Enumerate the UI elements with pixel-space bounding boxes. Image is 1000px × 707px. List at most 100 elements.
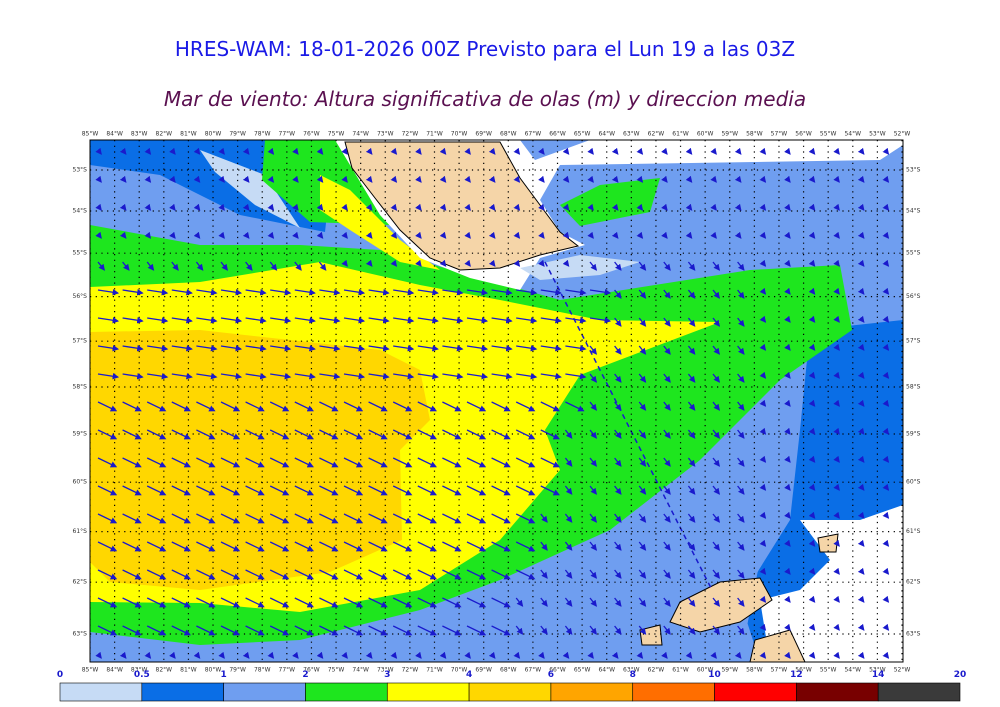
colorbar-label: 8 — [630, 670, 636, 680]
arrow — [638, 541, 647, 551]
arrow — [393, 289, 415, 296]
arrow — [343, 513, 364, 524]
arrow — [270, 289, 292, 296]
arrow — [365, 259, 373, 267]
arrow — [515, 429, 536, 440]
arrow — [614, 569, 622, 579]
arrow — [392, 457, 413, 468]
arrow — [343, 625, 364, 636]
arrow — [636, 203, 644, 211]
arrow — [784, 259, 791, 267]
arrow — [663, 569, 671, 579]
arrow — [319, 317, 341, 324]
lon-label: 55°W — [820, 667, 837, 674]
arrow — [442, 457, 462, 468]
arrow — [146, 401, 167, 412]
colorbar-swatch — [877, 682, 961, 702]
arrow — [218, 147, 225, 155]
arrow — [417, 289, 439, 296]
lat-label: 56°S — [73, 293, 88, 300]
arrow — [270, 345, 292, 352]
map-frame — [89, 139, 904, 663]
arrow — [417, 457, 437, 468]
arrow — [319, 541, 339, 552]
lon-label: 54°W — [844, 667, 861, 674]
lon-label: 59°W — [721, 667, 738, 674]
arrow — [488, 203, 496, 211]
arrow — [122, 317, 144, 324]
arrow — [466, 373, 489, 380]
lon-label: 75°W — [328, 131, 345, 138]
arrow — [638, 597, 647, 607]
lon-label: 61°W — [672, 131, 689, 138]
arrow — [122, 513, 142, 524]
arrow — [488, 147, 496, 155]
lon-label: 85°W — [82, 667, 99, 674]
lon-label: 72°W — [402, 131, 419, 138]
arrow — [734, 147, 742, 155]
arrow — [515, 401, 536, 412]
arrow — [833, 651, 840, 659]
arrow — [661, 203, 668, 211]
arrow — [737, 345, 745, 355]
arrow — [808, 511, 816, 519]
arrow — [515, 625, 524, 635]
arrow — [196, 373, 218, 380]
arrow — [614, 261, 622, 271]
arrow — [564, 485, 573, 495]
arrow — [368, 345, 390, 352]
arrow — [784, 651, 791, 659]
arrow — [661, 175, 668, 183]
arrow — [759, 427, 767, 435]
arrow — [144, 651, 152, 659]
arrow — [562, 175, 570, 183]
arrow — [857, 623, 865, 631]
arrow — [466, 317, 489, 324]
arrow — [220, 289, 243, 296]
arrow — [882, 651, 890, 659]
arrow — [491, 625, 511, 636]
arrow — [97, 513, 118, 524]
arrow — [97, 429, 118, 440]
lon-label: 77°W — [279, 667, 296, 674]
arrow — [97, 401, 118, 412]
lon-label: 76°W — [303, 667, 320, 674]
lon-label: 67°W — [525, 131, 542, 138]
lon-label: 85°W — [82, 131, 99, 138]
arrow — [171, 345, 193, 352]
arrow — [464, 651, 471, 659]
arrow — [368, 429, 388, 440]
colorbar-label: 0.5 — [134, 670, 150, 680]
arrow — [195, 261, 204, 271]
zone — [520, 255, 640, 280]
arrow — [737, 261, 745, 271]
arrow — [833, 567, 840, 575]
arrow — [564, 457, 573, 467]
arrow — [415, 651, 422, 659]
lon-label: 63°W — [623, 667, 640, 674]
arrow — [343, 373, 366, 380]
arrow — [614, 373, 622, 383]
lon-label: 53°W — [869, 667, 886, 674]
arrow — [737, 513, 745, 523]
arrow — [119, 147, 127, 155]
arrow — [220, 597, 241, 608]
arrow — [267, 203, 275, 211]
colorbar-swatch — [632, 682, 715, 702]
arrow — [343, 317, 366, 324]
arrow — [882, 511, 890, 519]
arrow — [193, 203, 201, 211]
arrow — [687, 289, 696, 299]
arrow — [784, 427, 791, 435]
arrow — [857, 231, 865, 239]
arrow — [513, 651, 521, 659]
map-field — [90, 140, 903, 662]
arrow — [882, 259, 890, 267]
lon-label: 58°W — [746, 131, 763, 138]
arrow — [759, 203, 767, 211]
arrow — [270, 317, 292, 324]
arrow — [540, 457, 560, 468]
lon-label: 78°W — [254, 131, 271, 138]
arrow — [663, 429, 671, 439]
arrow — [565, 401, 585, 412]
